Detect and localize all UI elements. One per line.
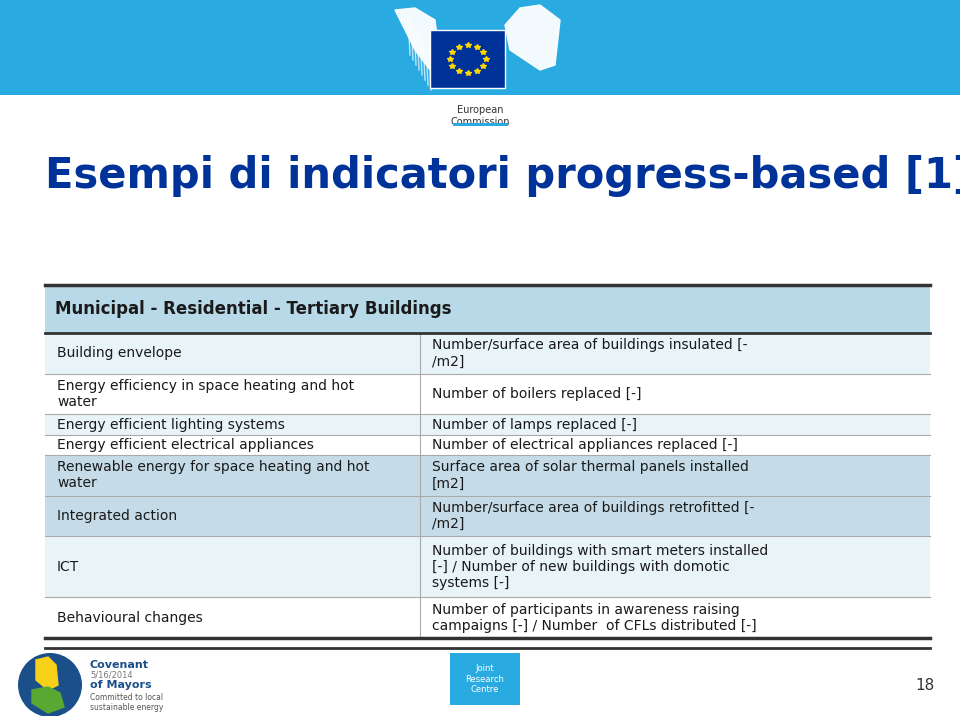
- Text: Behavioural changes: Behavioural changes: [57, 611, 203, 624]
- Text: Surface area of solar thermal panels installed
[m2]: Surface area of solar thermal panels ins…: [432, 460, 749, 490]
- Text: Number/surface area of buildings insulated [-
/m2]: Number/surface area of buildings insulat…: [432, 338, 748, 369]
- Polygon shape: [36, 657, 58, 690]
- Text: Number of buildings with smart meters installed
[-] / Number of new buildings wi: Number of buildings with smart meters in…: [432, 543, 768, 590]
- Text: 5/16/2014: 5/16/2014: [90, 671, 132, 680]
- Text: Energy efficient electrical appliances: Energy efficient electrical appliances: [57, 437, 314, 452]
- Bar: [45, 455, 930, 495]
- Text: of Mayors: of Mayors: [90, 680, 152, 690]
- Text: Covenant: Covenant: [90, 660, 149, 670]
- Bar: [45, 597, 930, 638]
- Bar: [45, 536, 930, 597]
- Text: Energy efficiency in space heating and hot
water: Energy efficiency in space heating and h…: [57, 379, 354, 409]
- Bar: [45, 435, 930, 455]
- Bar: [450, 653, 520, 705]
- Bar: [45, 285, 930, 333]
- Text: Number of participants in awareness raising
campaigns [-] / Number  of CFLs dist: Number of participants in awareness rais…: [432, 603, 756, 633]
- Text: Renewable energy for space heating and hot
water: Renewable energy for space heating and h…: [57, 460, 370, 490]
- Text: Integrated action: Integrated action: [57, 509, 178, 523]
- Bar: [0, 0, 960, 95]
- Text: Municipal - Residential - Tertiary Buildings: Municipal - Residential - Tertiary Build…: [55, 300, 451, 318]
- Bar: [45, 374, 930, 415]
- Text: Esempi di indicatori progress-based [1]: Esempi di indicatori progress-based [1]: [45, 155, 960, 197]
- Text: Energy efficient lighting systems: Energy efficient lighting systems: [57, 417, 285, 432]
- Text: ICT: ICT: [57, 560, 80, 574]
- Polygon shape: [32, 687, 64, 713]
- Text: Number of electrical appliances replaced [-]: Number of electrical appliances replaced…: [432, 437, 738, 452]
- Bar: [453, 123, 508, 126]
- Circle shape: [18, 653, 82, 716]
- Polygon shape: [505, 5, 560, 70]
- Bar: [430, 30, 505, 88]
- Text: Joint
Research
Centre: Joint Research Centre: [466, 664, 504, 694]
- Text: European
Commission: European Commission: [450, 105, 510, 127]
- Polygon shape: [395, 8, 440, 70]
- Text: 18: 18: [916, 677, 935, 692]
- Bar: [45, 495, 930, 536]
- Text: Number/surface area of buildings retrofitted [-
/m2]: Number/surface area of buildings retrofi…: [432, 501, 755, 531]
- Text: Number of lamps replaced [-]: Number of lamps replaced [-]: [432, 417, 637, 432]
- Text: Number of boilers replaced [-]: Number of boilers replaced [-]: [432, 387, 641, 401]
- Text: Committed to local
sustainable energy: Committed to local sustainable energy: [90, 693, 163, 712]
- Text: Building envelope: Building envelope: [57, 347, 181, 360]
- Bar: [45, 333, 930, 374]
- Bar: [45, 415, 930, 435]
